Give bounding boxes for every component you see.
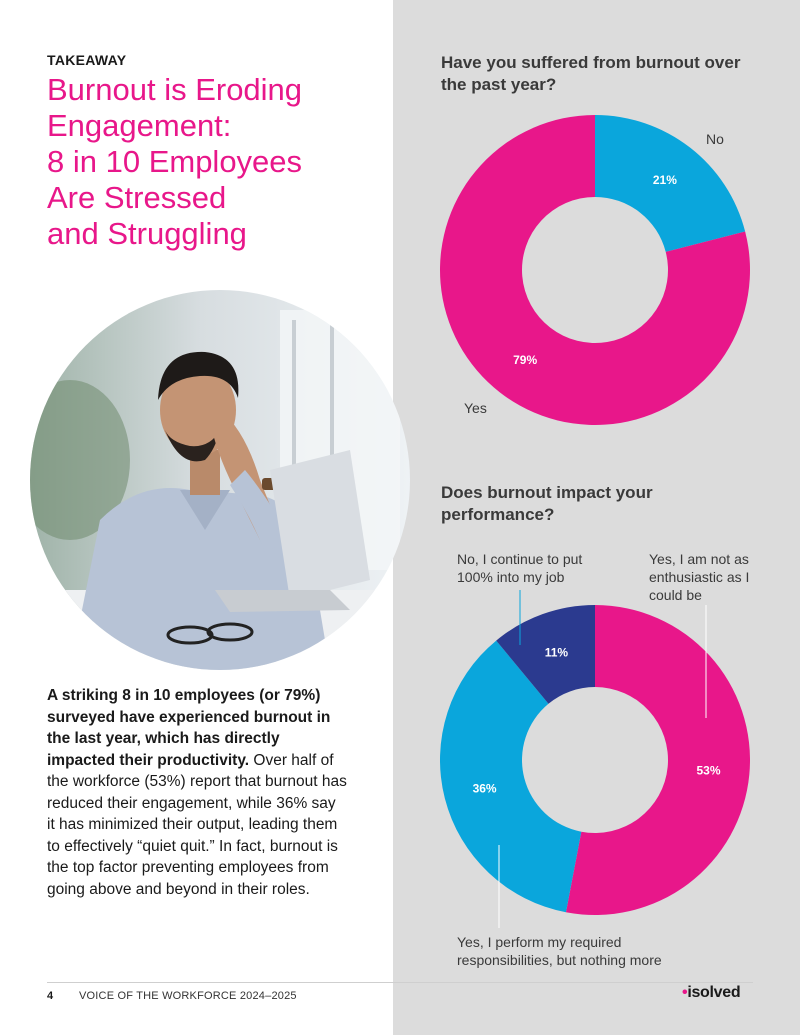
logo-text: isolved	[687, 984, 741, 1001]
chart-2-category-label: Yes, I am not as enthusiastic as I could…	[649, 551, 750, 603]
headline-line: 8 in 10 Employees	[47, 144, 303, 179]
chart-2-category-label: Yes, I perform my required responsibilit…	[457, 934, 662, 968]
donut-slice	[440, 115, 750, 425]
chart-2-category-label: No, I continue to put 100% into my job	[457, 551, 583, 585]
donut-value-label: 21%	[653, 173, 677, 187]
donut-charts: 21% 79% 53% 36% 11%	[440, 115, 750, 928]
eyebrow-label: TAKEAWAY	[47, 52, 127, 68]
chart-1-category-label: No	[706, 131, 724, 147]
headline-line: Are Stressed	[47, 180, 227, 215]
isolved-logo: •isolved	[682, 984, 741, 1001]
headline-line: Burnout is Eroding	[47, 72, 303, 107]
donut-slice	[565, 605, 750, 915]
donut-slice	[595, 115, 746, 252]
donut-value-label: 11%	[545, 646, 569, 660]
donut-value-label: 53%	[696, 764, 720, 778]
donut-slice	[496, 605, 595, 704]
donut-value-label: 79%	[513, 353, 537, 367]
footer-title: VOICE OF THE WORKFORCE 2024–2025	[79, 990, 297, 1002]
chart-1-title: Have you suffered from burnout over the …	[441, 53, 741, 94]
headline-line: and Struggling	[47, 216, 247, 251]
donut-chart-2: 53% 36% 11%	[440, 605, 750, 915]
body-bold-text: A striking 8 in 10 employees (or 79%) su…	[47, 687, 331, 769]
chart-1-category-label: Yes	[464, 400, 487, 416]
donut-slice	[440, 640, 582, 913]
footer-divider	[47, 982, 753, 983]
page-number: 4	[47, 990, 54, 1002]
headline-line: Engagement:	[47, 108, 232, 143]
body-paragraph: A striking 8 in 10 employees (or 79%) su…	[47, 685, 347, 900]
stressed-employee-photo	[30, 290, 410, 670]
body-regular-text: Over half of the workforce (53%) report …	[47, 751, 347, 898]
chart-2-title: Does burnout impact your performance?	[441, 483, 653, 524]
donut-value-label: 36%	[473, 781, 497, 795]
headline: Burnout is Eroding Engagement: 8 in 10 E…	[47, 72, 367, 252]
donut-chart-1: 21% 79%	[440, 115, 750, 425]
